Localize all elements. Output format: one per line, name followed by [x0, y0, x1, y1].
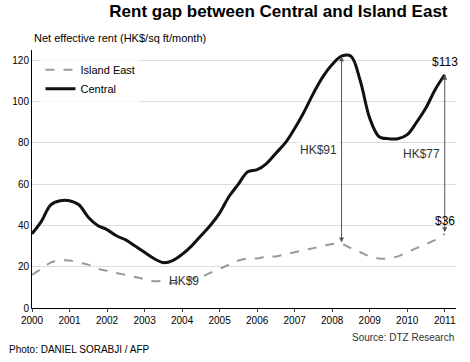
svg-text:40: 40	[18, 220, 30, 231]
svg-text:2008: 2008	[321, 315, 344, 326]
svg-text:2007: 2007	[284, 315, 307, 326]
svg-text:2004: 2004	[171, 315, 194, 326]
svg-text:Central: Central	[80, 83, 115, 95]
svg-text:Rent gap between Central and I: Rent gap between Central and Island East	[109, 2, 448, 21]
svg-text:120: 120	[12, 55, 29, 66]
svg-text:2006: 2006	[246, 315, 269, 326]
svg-text:20: 20	[18, 261, 30, 272]
svg-text:HK$9: HK$9	[169, 274, 199, 288]
svg-text:$36: $36	[435, 214, 455, 228]
svg-text:2002: 2002	[96, 315, 119, 326]
svg-text:2003: 2003	[133, 315, 156, 326]
svg-text:80: 80	[18, 137, 30, 148]
svg-text:0: 0	[23, 303, 29, 314]
svg-text:2009: 2009	[359, 315, 382, 326]
svg-text:2011: 2011	[434, 315, 456, 326]
svg-text:2005: 2005	[208, 315, 231, 326]
svg-text:2001: 2001	[58, 315, 81, 326]
svg-text:HK$77: HK$77	[403, 147, 440, 161]
svg-text:Source: DTZ Research: Source: DTZ Research	[352, 332, 454, 343]
svg-text:Net effective rent (HK$/sq ft/: Net effective rent (HK$/sq ft/month)	[34, 32, 206, 44]
svg-text:2010: 2010	[396, 315, 419, 326]
svg-text:Photo: DANIEL SORABJI / AFP: Photo: DANIEL SORABJI / AFP	[9, 344, 150, 355]
svg-text:100: 100	[12, 96, 29, 107]
svg-text:HK$91: HK$91	[300, 143, 337, 157]
svg-text:2000: 2000	[21, 315, 44, 326]
svg-text:$113: $113	[432, 55, 458, 69]
svg-text:60: 60	[18, 179, 30, 190]
svg-text:Island East: Island East	[80, 64, 134, 76]
